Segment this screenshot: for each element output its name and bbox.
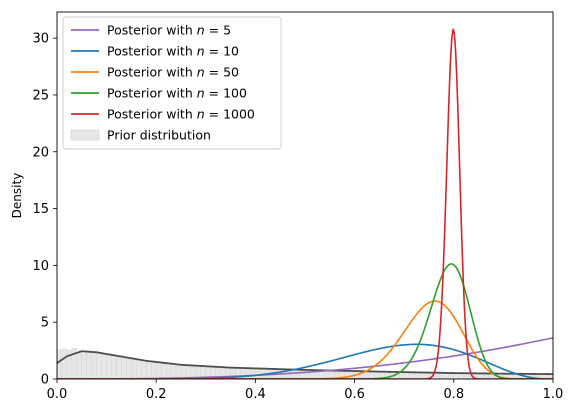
x-tick-label: 0.6 xyxy=(344,387,365,402)
prior-histogram-bar xyxy=(141,360,147,379)
prior-histogram-bar xyxy=(126,357,132,379)
x-tick-label: 1.0 xyxy=(543,387,564,402)
prior-histogram-bar xyxy=(170,363,177,379)
legend-box xyxy=(62,16,282,150)
prior-histogram-bar xyxy=(180,364,187,379)
prior-histogram-bar xyxy=(165,363,172,379)
y-tick-label: 30 xyxy=(32,32,49,47)
prior-histogram-bar xyxy=(364,371,370,379)
axes: 0.0 0.2 0.4 0.6 0.8 1.0 0 5 10 15 20 25 30 xyxy=(32,11,564,402)
legend-entry-n-5: Posterior with n = 5 xyxy=(107,23,231,38)
prior-histogram-bar xyxy=(81,351,87,379)
prior-histogram-bar xyxy=(116,355,122,379)
prior-histogram-bar xyxy=(324,370,330,379)
x-tick-label: 0.4 xyxy=(245,387,266,402)
prior-histogram-bar xyxy=(111,355,117,379)
legend-swatch-prior xyxy=(70,129,100,141)
prior-histogram-bar xyxy=(76,351,82,379)
prior-histogram-bar xyxy=(250,368,256,379)
prior-histogram-bar xyxy=(299,369,306,379)
posterior-curve-n-1000 xyxy=(57,27,553,379)
legend-entry-n-50: Posterior with n = 50 xyxy=(107,65,239,80)
prior-histogram xyxy=(57,348,553,379)
y-tick-label: 10 xyxy=(32,259,49,274)
y-axis-label: Density xyxy=(10,173,24,219)
prior-histogram-bar xyxy=(155,362,162,379)
prior-histogram-bar xyxy=(413,372,420,379)
prior-histogram-bar xyxy=(131,358,137,379)
prior-histogram-bar xyxy=(245,367,251,379)
posterior-curve-n-100 xyxy=(57,263,553,379)
prior-histogram-bar xyxy=(255,368,261,379)
prior-histogram-bar xyxy=(418,372,425,379)
x-tick-label: 0.0 xyxy=(47,387,68,402)
prior-histogram-bar xyxy=(160,362,167,379)
prior-histogram-bar xyxy=(175,364,182,379)
prior-histogram-bar xyxy=(151,361,157,379)
y-tick-label: 0 xyxy=(41,373,49,388)
prior-histogram-bar xyxy=(86,351,92,379)
y-tick-label: 20 xyxy=(32,145,49,160)
y-tick-label: 15 xyxy=(32,202,49,217)
prior-histogram-bar xyxy=(106,354,112,379)
prior-histogram-bar xyxy=(96,352,102,379)
legend-entry-n-1000: Posterior with n = 1000 xyxy=(107,107,255,122)
prior-histogram-bar xyxy=(399,371,405,379)
prior-histogram-bar xyxy=(404,371,410,379)
legend: Posterior with n = 5 Posterior with n = 1… xyxy=(62,16,282,150)
y-tick-label: 5 xyxy=(41,316,49,331)
legend-entry-n-100: Posterior with n = 100 xyxy=(107,86,247,101)
prior-histogram-bar xyxy=(121,356,127,379)
prior-histogram-bar xyxy=(61,348,68,379)
prior-histogram-bar xyxy=(369,371,375,379)
prior-histogram-bar xyxy=(91,351,97,379)
legend-entry-prior: Prior distribution xyxy=(107,128,211,143)
prior-histogram-bar xyxy=(408,372,415,379)
prior-histogram-bar xyxy=(294,369,301,379)
x-tick-label: 0.2 xyxy=(146,387,167,402)
prior-histogram-bar xyxy=(57,349,63,379)
x-tick-label: 0.8 xyxy=(443,387,464,402)
prior-histogram-bar xyxy=(101,353,107,379)
y-tick-label: 25 xyxy=(32,88,49,103)
plot-frame xyxy=(56,11,554,380)
prior-histogram-bar xyxy=(136,359,142,379)
prior-histogram-bar xyxy=(146,360,152,379)
legend-entry-n-10: Posterior with n = 10 xyxy=(107,44,239,59)
